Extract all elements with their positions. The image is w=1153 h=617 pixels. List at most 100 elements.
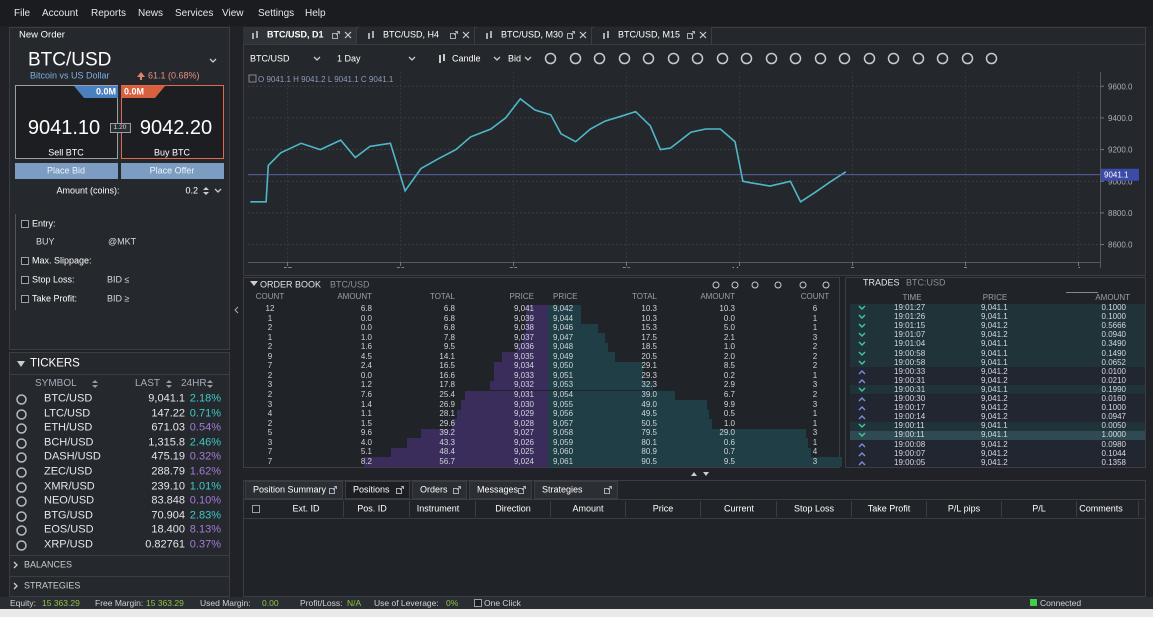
bottom-tab-label[interactable]: Positions <box>353 484 390 495</box>
checkbox[interactable] <box>21 257 29 265</box>
close-icon[interactable] <box>462 31 470 39</box>
chevron[interactable] <box>214 188 222 194</box>
collapse-arrow[interactable] <box>250 281 258 287</box>
popout-icon[interactable] <box>450 31 458 39</box>
toolbar-icon[interactable] <box>740 52 753 65</box>
section-header[interactable]: BALANCES <box>24 559 73 570</box>
column-header[interactable]: Amount <box>572 503 604 514</box>
bottom-tab-label[interactable]: Messages <box>477 484 519 495</box>
sell-price[interactable]: 9041.10 <box>27 117 101 139</box>
book-tool[interactable] <box>822 281 830 289</box>
column-header[interactable]: Stop Loss <box>793 503 835 514</box>
toolbar-icon[interactable] <box>838 52 851 65</box>
chart-tab-label[interactable]: BTC/USD, M30 <box>501 29 564 40</box>
chevron[interactable] <box>313 56 321 62</box>
ticker-symbol[interactable]: LTC/USD <box>44 407 91 420</box>
column-header[interactable]: Direction <box>495 503 531 514</box>
book-tool[interactable] <box>799 281 807 289</box>
popout-icon[interactable] <box>329 486 337 494</box>
toolbar-icon[interactable] <box>814 52 827 65</box>
toolbar-icon[interactable] <box>593 52 606 65</box>
close-icon[interactable] <box>579 31 587 39</box>
toolbar-icon[interactable] <box>569 52 582 65</box>
chevron[interactable] <box>493 56 501 62</box>
column-header[interactable]: Take Profit <box>867 503 911 514</box>
chart-tab-label[interactable]: BTC/USD, H4 <box>383 29 440 40</box>
checkbox[interactable] <box>252 505 260 513</box>
book-tool[interactable] <box>751 281 759 289</box>
bottom-tab[interactable] <box>469 481 532 499</box>
popout-icon[interactable] <box>567 31 575 39</box>
chevron[interactable] <box>408 56 416 62</box>
sort-icon[interactable] <box>207 380 213 388</box>
column-header[interactable]: P/L <box>1032 503 1046 514</box>
popout-icon[interactable] <box>332 31 340 39</box>
one-click-label[interactable]: One Click <box>484 597 521 608</box>
toolbar-icon[interactable] <box>691 52 704 65</box>
toolbar-icon[interactable] <box>716 52 729 65</box>
toolbar-icon[interactable] <box>765 52 778 65</box>
chart-tab-label[interactable]: BTC/USD, D1 <box>267 29 324 40</box>
toolbar-icon[interactable] <box>642 52 655 65</box>
toolbar-style[interactable]: Candle <box>452 53 481 64</box>
chart-tab[interactable] <box>359 27 475 44</box>
checkbox[interactable] <box>21 276 29 284</box>
symbol[interactable]: BTC/USD <box>28 49 112 71</box>
chart-tab[interactable] <box>243 27 357 44</box>
menu-item[interactable]: News <box>138 8 164 19</box>
menu-item[interactable]: Help <box>305 8 326 19</box>
book-tool[interactable] <box>712 281 720 289</box>
toolbar-period[interactable]: 1 Day <box>337 53 361 64</box>
stepper[interactable] <box>202 187 210 195</box>
section-header[interactable]: STRATEGIES <box>24 580 81 591</box>
column-header[interactable]: Current <box>723 503 755 514</box>
book-tool[interactable] <box>774 281 782 289</box>
bottom-tab[interactable] <box>245 481 343 499</box>
toolbar-icon[interactable] <box>985 52 998 65</box>
chart-tab-label[interactable]: BTC/USD, M15 <box>618 29 681 40</box>
toolbar-icon[interactable] <box>936 52 949 65</box>
column-header[interactable]: Instrument <box>416 503 460 514</box>
menu-item[interactable]: View <box>222 8 244 19</box>
book-tool[interactable] <box>731 281 739 289</box>
ticker-symbol[interactable]: NEO/USD <box>44 494 95 507</box>
bottom-tab[interactable] <box>412 481 467 499</box>
menu-item[interactable]: Reports <box>91 8 127 19</box>
column-header[interactable]: Ext. ID <box>292 503 320 514</box>
buy-price[interactable]: 9042.20 <box>139 117 213 139</box>
bottom-tab[interactable] <box>534 481 618 499</box>
bottom-tab-label[interactable]: Position Summary <box>253 484 327 495</box>
toolbar-icon[interactable] <box>544 52 557 65</box>
popout-icon[interactable] <box>396 486 404 494</box>
chart-tab[interactable] <box>477 27 592 44</box>
column-header[interactable]: Price <box>652 503 674 514</box>
bottom-tab-label[interactable]: Orders <box>420 484 448 495</box>
chevron[interactable] <box>524 56 532 62</box>
menu-item[interactable]: Account <box>42 8 79 19</box>
ticker-symbol[interactable]: DASH/USD <box>44 450 101 463</box>
ticker-symbol[interactable]: EOS/USD <box>44 523 94 536</box>
chevron[interactable] <box>209 58 217 64</box>
toolbar-icon[interactable] <box>618 52 631 65</box>
popout-icon[interactable] <box>687 31 695 39</box>
splitter-arrow[interactable] <box>233 306 239 314</box>
toolbar-symbol[interactable]: BTC/USD <box>250 53 290 64</box>
toolbar-icon[interactable] <box>667 52 680 65</box>
checkbox[interactable] <box>21 295 29 303</box>
ticker-symbol[interactable]: XRP/USD <box>44 538 93 551</box>
bottom-tab[interactable] <box>345 481 410 499</box>
bottom-tab-label[interactable]: Strategies <box>542 484 583 495</box>
menu-item[interactable]: Settings <box>258 8 295 19</box>
ticker-symbol[interactable]: BTG/USD <box>44 509 93 522</box>
chart-tab[interactable] <box>594 27 712 44</box>
collapse-arrow[interactable] <box>17 360 25 368</box>
splitter-arrows[interactable] <box>689 470 711 478</box>
checkbox[interactable] <box>474 599 482 607</box>
expand-arrow[interactable] <box>13 582 19 590</box>
checkbox[interactable] <box>21 220 29 228</box>
menu-item[interactable]: Services <box>175 8 214 19</box>
column-header[interactable]: P/L pips <box>947 503 981 514</box>
popout-icon[interactable] <box>604 486 612 494</box>
place-bid-button[interactable] <box>15 163 118 179</box>
ticker-symbol[interactable]: BTC/USD <box>44 392 93 405</box>
